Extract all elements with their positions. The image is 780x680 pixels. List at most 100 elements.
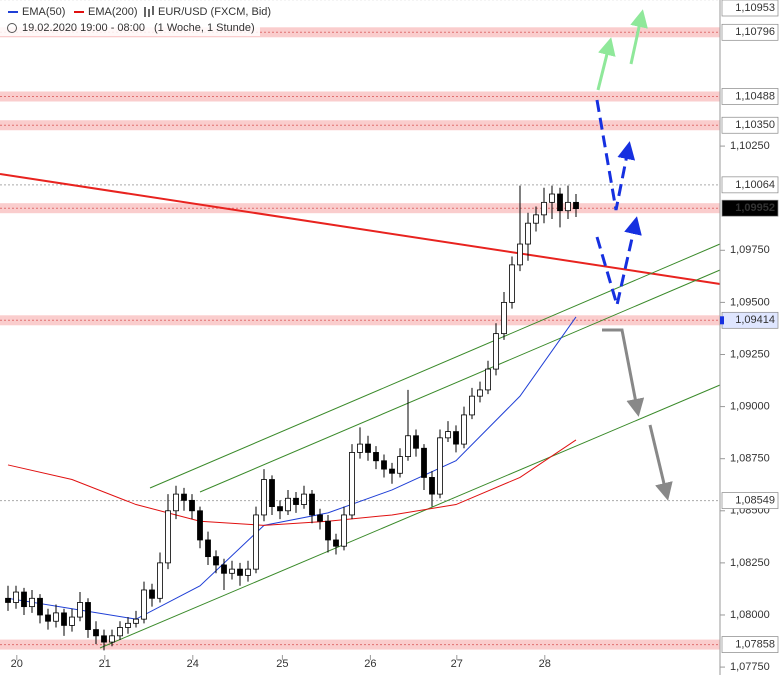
candle-body — [189, 499, 195, 512]
level-marker — [720, 316, 724, 325]
y-tick-label: 1,08250 — [730, 557, 770, 569]
candle-body — [517, 243, 523, 266]
candle-body — [405, 435, 411, 457]
x-tick-label: 26 — [364, 658, 376, 670]
candle-body — [181, 493, 187, 501]
axis: 1,077501,080001,082501,085001,087501,090… — [11, 0, 779, 673]
level-label: 1,10064 — [735, 179, 775, 191]
chart-period: (1 Woche, 1 Stunde) — [154, 22, 255, 34]
scenario-arrow — [648, 424, 673, 501]
candle-body — [53, 612, 59, 622]
candle-body — [397, 456, 403, 474]
level-label: 1,09414 — [735, 314, 775, 326]
scenario-arrow — [596, 37, 616, 91]
candle-body — [445, 431, 451, 439]
scenario-arrow — [595, 216, 642, 311]
level-label: 1,09952 — [735, 202, 775, 214]
candle-body — [205, 539, 211, 558]
candle-body — [277, 506, 283, 512]
candle-body — [133, 618, 139, 624]
y-tick-label: 1,09250 — [730, 348, 770, 360]
level-label: 1,10350 — [735, 119, 775, 131]
legend: EMA(50) EMA(200) EUR/USD (FXCM, Bid) 19.… — [0, 2, 271, 36]
candle-body — [229, 568, 235, 574]
candle-body — [117, 627, 123, 637]
candle-body — [141, 589, 147, 620]
candle-body — [541, 201, 547, 216]
candle-body — [237, 568, 243, 576]
level-box — [721, 636, 779, 653]
legend-label: EMA(200) — [88, 6, 138, 18]
scenario-arrow — [595, 99, 636, 211]
candle-body — [413, 435, 419, 449]
candle-body — [565, 201, 571, 212]
y-tick-label: 1,09750 — [730, 244, 770, 256]
candle-body — [437, 437, 443, 495]
candle-body — [213, 556, 219, 566]
candle-body — [77, 602, 83, 618]
candle-body — [21, 591, 27, 608]
legend-bg — [0, 2, 260, 36]
candle-body — [461, 414, 467, 445]
candle-body — [285, 497, 291, 512]
candle-body — [357, 443, 363, 453]
candle-body — [557, 193, 563, 212]
candle-body — [293, 497, 299, 505]
candle-body — [525, 222, 531, 245]
candle-body — [13, 591, 19, 603]
candle-body — [221, 564, 227, 574]
y-tick-label: 1,07750 — [730, 661, 770, 673]
price-axis — [720, 0, 780, 675]
candle-body — [245, 568, 251, 576]
level-label: 1,10796 — [735, 26, 775, 38]
scenario-arrow — [629, 9, 648, 65]
candle-body — [101, 635, 107, 643]
y-tick-label: 1,09000 — [730, 400, 770, 412]
levels — [0, 0, 720, 650]
y-tick-label: 1,08750 — [730, 453, 770, 465]
candle-body — [373, 452, 379, 462]
x-tick-label: 25 — [276, 658, 288, 670]
candle-body — [333, 539, 339, 547]
chart-title: EUR/USD (FXCM, Bid) — [158, 6, 271, 18]
y-tick-label: 1,08000 — [730, 609, 770, 621]
candle-body — [509, 264, 515, 303]
candle-body — [173, 493, 179, 512]
candle-body — [109, 635, 115, 643]
candle-body — [477, 389, 483, 397]
candle-body — [381, 460, 387, 470]
candle-body — [149, 589, 155, 599]
level-box — [721, 116, 779, 134]
candle-body — [45, 614, 51, 622]
candle-body — [421, 447, 427, 478]
candle-body — [493, 333, 499, 370]
candle-body — [365, 443, 371, 453]
candle-body — [125, 622, 131, 628]
candle-body — [269, 479, 275, 508]
level-label: 1,10953 — [735, 2, 775, 14]
y-tick-label: 1,09500 — [730, 296, 770, 308]
candle-body — [469, 395, 475, 416]
x-tick-label: 28 — [539, 658, 551, 670]
level-box — [721, 88, 779, 105]
drawings — [0, 173, 721, 649]
chart-subtitle: 19.02.2020 19:00 - 08:00 — [22, 22, 145, 34]
legend-label: EMA(50) — [22, 6, 65, 18]
candle-body — [317, 514, 323, 522]
candle-body — [157, 562, 163, 599]
candle-body — [573, 201, 579, 210]
x-tick-label: 21 — [99, 658, 111, 670]
level-box — [721, 492, 779, 509]
candle-body — [253, 514, 259, 570]
candle-body — [37, 597, 43, 616]
channel-line — [99, 384, 721, 649]
level-box — [721, 23, 779, 41]
arrows — [595, 9, 673, 501]
candle-body — [341, 514, 347, 547]
candle-body — [197, 510, 203, 541]
candle-body — [501, 301, 507, 335]
candle-body — [85, 602, 91, 630]
